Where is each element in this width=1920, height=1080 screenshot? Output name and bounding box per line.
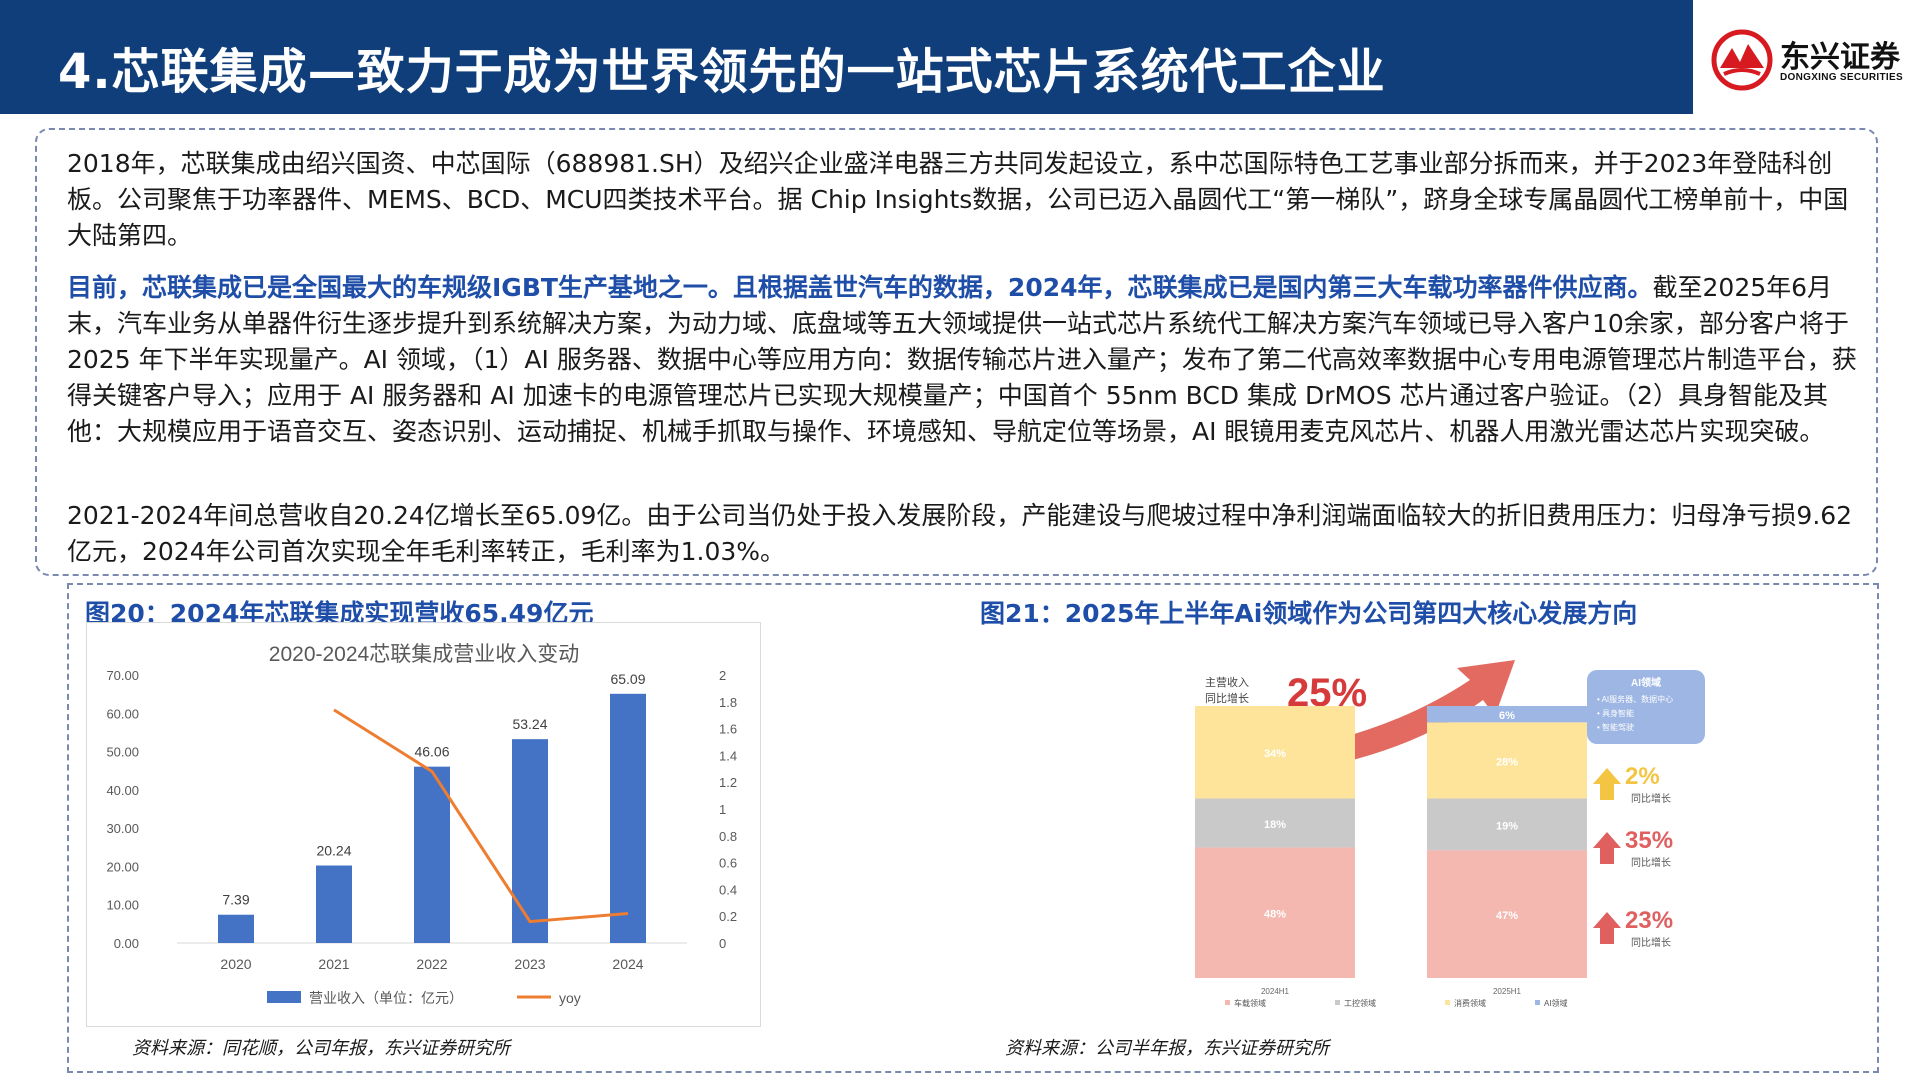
x-axis-tick-label: 2023: [514, 956, 545, 972]
segment-chart: 主营收入 同比增长 25% 48% 18% 34% 2024H1 47% 19% 28% 6% 202…: [1195, 660, 1715, 1030]
y2-axis-tick-label: 0.4: [719, 882, 737, 897]
bar-data-label: 46.06: [414, 744, 449, 760]
y2-axis-tick-label: 0.2: [719, 909, 737, 924]
y-axis-tick-label: 30.00: [106, 821, 139, 836]
y-axis-tick-label: 0.00: [114, 936, 139, 951]
segment-bar: [1427, 722, 1587, 799]
y2-axis-tick-label: 1.4: [719, 748, 737, 763]
bar-data-label: 7.39: [222, 892, 249, 908]
page-title: 4.芯联集成—致力于成为世界领先的一站式芯片系统代工企业: [58, 44, 1386, 100]
legend-label: 工控领域: [1344, 998, 1376, 1008]
bar-data-label: 65.09: [610, 671, 645, 687]
x-axis-tick-label: 2020: [220, 956, 251, 972]
growth-up-arrow-icon: [1593, 832, 1621, 864]
legend-swatch: [1225, 1000, 1230, 1005]
segment-bar: [1195, 847, 1355, 978]
intro-paragraph-1: 2018年，芯联集成由绍兴国资、中芯国际（688981.SH）及绍兴企业盛洋电器…: [67, 149, 1849, 250]
y2-axis-tick-label: 1: [719, 802, 726, 817]
segment-data-label: 28%: [1496, 756, 1518, 768]
ai-domain-box: [1587, 670, 1705, 744]
revenue-bar: [316, 865, 352, 943]
y2-axis-tick-label: 0.6: [719, 856, 737, 871]
segment-bar: [1427, 706, 1587, 723]
figures-box: [67, 583, 1879, 1073]
ai-box-item: • AI服务器、数据中心: [1597, 694, 1673, 704]
y2-axis-tick-label: 1.8: [719, 695, 737, 710]
segment-bar: [1427, 850, 1587, 978]
legend-swatch: [1445, 1000, 1450, 1005]
x-axis-tick-label: 2021: [318, 956, 349, 972]
segment-data-label: 18%: [1264, 819, 1286, 831]
revenue-bar: [610, 693, 646, 943]
intro-paragraph-3: 2021-2024年间总营收自20.24亿增长至65.09亿。由于公司当仍处于投…: [67, 501, 1853, 566]
legend-swatch: [1335, 1000, 1340, 1005]
revenue-bar: [218, 914, 254, 943]
growth-value: 2%: [1625, 763, 1660, 790]
segment-data-label: 47%: [1496, 910, 1518, 922]
bar-data-label: 53.24: [512, 716, 547, 732]
headline-label: 同比增长: [1205, 691, 1249, 705]
segment-bar: [1195, 798, 1355, 848]
ai-box-item: • 智能驾驶: [1597, 722, 1634, 732]
growth-up-arrow-icon: [1593, 912, 1621, 944]
y-axis-tick-label: 40.00: [106, 783, 139, 798]
segment-data-label: 34%: [1264, 748, 1286, 760]
figure-21-source: 资料来源：公司半年报，东兴证券研究所: [1005, 1038, 1329, 1059]
revenue-bar: [414, 766, 450, 943]
legend-swatch-revenue: [267, 991, 301, 1003]
yoy-line: [333, 708, 629, 924]
legend-label: AI领域: [1544, 998, 1568, 1008]
y2-axis-tick-label: 1.6: [719, 722, 737, 737]
growth-label: 同比增长: [1631, 792, 1671, 805]
growth-value: 23%: [1625, 907, 1673, 934]
growth-value: 35%: [1625, 827, 1673, 854]
legend-label: 消费领域: [1454, 998, 1486, 1008]
x-axis-tick-label: 2024: [612, 956, 643, 972]
legend-swatch: [1535, 1000, 1540, 1005]
growth-up-arrow-icon: [1593, 768, 1621, 800]
highlight-text: 目前，芯联集成已是全国最大的车规级IGBT生产基地之一。且根据盖世汽车的数据，2…: [67, 273, 1653, 302]
legend-label-yoy: yoy: [559, 990, 581, 1006]
figure-20-source: 资料来源：同花顺，公司年报，东兴证券研究所: [132, 1038, 510, 1059]
chart-title: 2020-2024芯联集成营业收入变动: [269, 643, 579, 666]
segment-data-label: 19%: [1496, 820, 1518, 832]
y2-axis-tick-label: 1.2: [719, 775, 737, 790]
revenue-chart: 2020-2024芯联集成营业收入变动 70.00 60.00 50.00 40.00 3…: [86, 622, 761, 1027]
ai-box-item: • 具身智能: [1597, 708, 1634, 718]
legend-label-revenue: 营业收入（单位：亿元）: [309, 990, 463, 1006]
segment-data-label: 6%: [1499, 710, 1515, 722]
y2-axis-tick-label: 0: [719, 936, 726, 951]
x-axis-tick-label: 2025H1: [1493, 987, 1522, 996]
ai-box-title: AI领域: [1631, 676, 1661, 689]
y-axis-tick-label: 20.00: [106, 859, 139, 874]
bar-data-label: 20.24: [316, 843, 351, 859]
revenue-chart-svg: 2020-2024芯联集成营业收入变动 70.00 60.00 50.00 40.00 3…: [106, 643, 737, 1006]
legend-label: 车载领域: [1234, 998, 1266, 1008]
x-axis-tick-label: 2022: [416, 956, 447, 972]
growth-label: 同比增长: [1631, 936, 1671, 949]
company-logo: 东兴证券 DONGXING SECURITIES: [1710, 28, 1910, 92]
headline-label: 主营收入: [1205, 675, 1249, 689]
header-bar: [0, 0, 1693, 114]
y2-axis-tick-label: 2: [719, 668, 726, 683]
y-axis-tick-label: 70.00: [106, 668, 139, 683]
growth-label: 同比增长: [1631, 856, 1671, 869]
intro-text-box: 2018年，芯联集成由绍兴国资、中芯国际（688981.SH）及绍兴企业盛洋电器…: [35, 128, 1878, 576]
segment-data-label: 48%: [1264, 909, 1286, 921]
logo-text-en: DONGXING SECURITIES: [1780, 72, 1903, 83]
paragraph-2-body: 截至2025年6月末，汽车业务从单器件衍生逐步提升到系统解决方案，为动力域、底盘…: [67, 273, 1857, 446]
y-axis-tick-label: 10.00: [106, 898, 139, 913]
logo-text-cn: 东兴证券: [1780, 40, 1900, 75]
intro-paragraph-2: 目前，芯联集成已是全国最大的车规级IGBT生产基地之一。且根据盖世汽车的数据，2…: [67, 270, 1857, 450]
x-axis-tick-label: 2024H1: [1261, 987, 1290, 996]
y-axis-tick-label: 50.00: [106, 745, 139, 760]
segment-bar: [1195, 706, 1355, 799]
revenue-bar: [512, 739, 548, 943]
figure-21-title: 图21：2025年上半年Ai领域作为公司第四大核心发展方向: [980, 599, 1638, 628]
y-axis-tick-label: 60.00: [106, 706, 139, 721]
y2-axis-tick-label: 0.8: [719, 829, 737, 844]
logo-mark-icon: [1711, 29, 1773, 91]
segment-bar: [1427, 798, 1587, 851]
